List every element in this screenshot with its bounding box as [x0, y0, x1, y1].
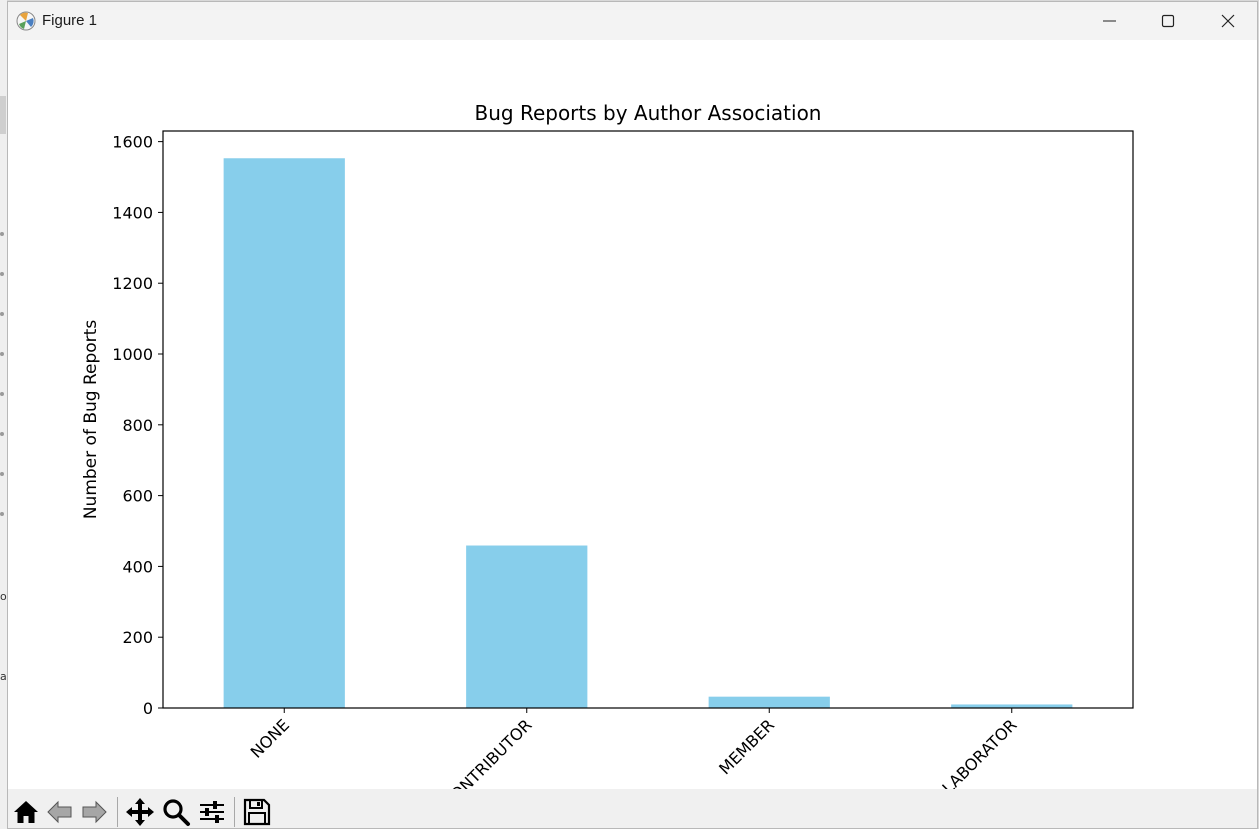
background-dot	[0, 232, 4, 236]
arrow-right-icon	[82, 800, 107, 824]
background-dot	[0, 392, 4, 396]
move-icon	[126, 798, 154, 826]
figure-window: Figure 1 0 200 400 600 800 1000 1200 1400 1600 NO…	[7, 1, 1258, 829]
arrow-left-icon	[47, 800, 72, 824]
background-dot	[0, 272, 4, 276]
x-tick-label: CONTRIBUTOR	[439, 715, 536, 789]
background-text: o	[0, 590, 7, 603]
background-dot	[0, 512, 4, 516]
background-dot	[0, 312, 4, 316]
title-bar[interactable]: Figure 1	[8, 2, 1257, 40]
minimize-button[interactable]	[1081, 2, 1139, 40]
chart-title: Bug Reports by Author Association	[475, 101, 822, 125]
background-text: al	[0, 670, 10, 683]
bar	[951, 704, 1073, 708]
configure-subplots-button[interactable]	[197, 797, 227, 827]
y-axis-label: Number of Bug Reports	[81, 320, 101, 519]
pan-button[interactable]	[125, 797, 155, 827]
home-icon	[14, 801, 38, 823]
y-tick-label: 200	[122, 628, 153, 647]
sliders-icon	[200, 801, 224, 823]
floppy-disk-icon	[243, 798, 271, 826]
magnifier-icon	[163, 799, 190, 826]
y-tick-label: 1600	[112, 133, 153, 152]
y-tick-label: 0	[143, 699, 153, 718]
window-title: Figure 1	[42, 12, 98, 29]
y-tick-label: 400	[122, 557, 153, 576]
back-button[interactable]	[45, 797, 75, 827]
figure-canvas[interactable]: 0 200 400 600 800 1000 1200 1400 1600 NONE CONTRIB…	[8, 40, 1257, 789]
navigation-toolbar	[8, 789, 1257, 828]
home-button[interactable]	[11, 797, 41, 827]
toolbar-separator	[234, 797, 235, 827]
minimize-icon	[1103, 20, 1116, 22]
x-tick-label: COLLABORATOR	[915, 715, 1020, 789]
zoom-button[interactable]	[161, 797, 191, 827]
y-tick-label: 1400	[112, 203, 153, 222]
bar	[466, 545, 588, 708]
bar	[223, 158, 345, 708]
close-button[interactable]	[1199, 2, 1257, 40]
y-tick-label: 600	[122, 487, 153, 506]
bar	[708, 696, 830, 708]
matplotlib-figure-icon	[16, 11, 36, 31]
y-tick-label: 1000	[112, 345, 153, 364]
toolbar-separator	[117, 797, 118, 827]
maximize-icon	[1161, 14, 1175, 28]
save-button[interactable]	[242, 797, 272, 827]
forward-button[interactable]	[79, 797, 109, 827]
y-tick-label: 800	[122, 416, 153, 435]
bar-chart: 0 200 400 600 800 1000 1200 1400 1600 NONE CONTRIB…	[81, 101, 1134, 789]
background-dot	[0, 472, 4, 476]
background-dot	[0, 352, 4, 356]
y-tick-label: 1200	[112, 274, 153, 293]
plot-frame	[162, 130, 1134, 709]
x-tick-label: NONE	[247, 715, 293, 761]
background-block	[0, 96, 6, 134]
background-window-edge: o al	[0, 0, 10, 829]
maximize-button[interactable]	[1139, 2, 1197, 40]
close-icon	[1221, 14, 1235, 28]
background-dot	[0, 432, 4, 436]
x-tick-label: MEMBER	[715, 715, 778, 778]
